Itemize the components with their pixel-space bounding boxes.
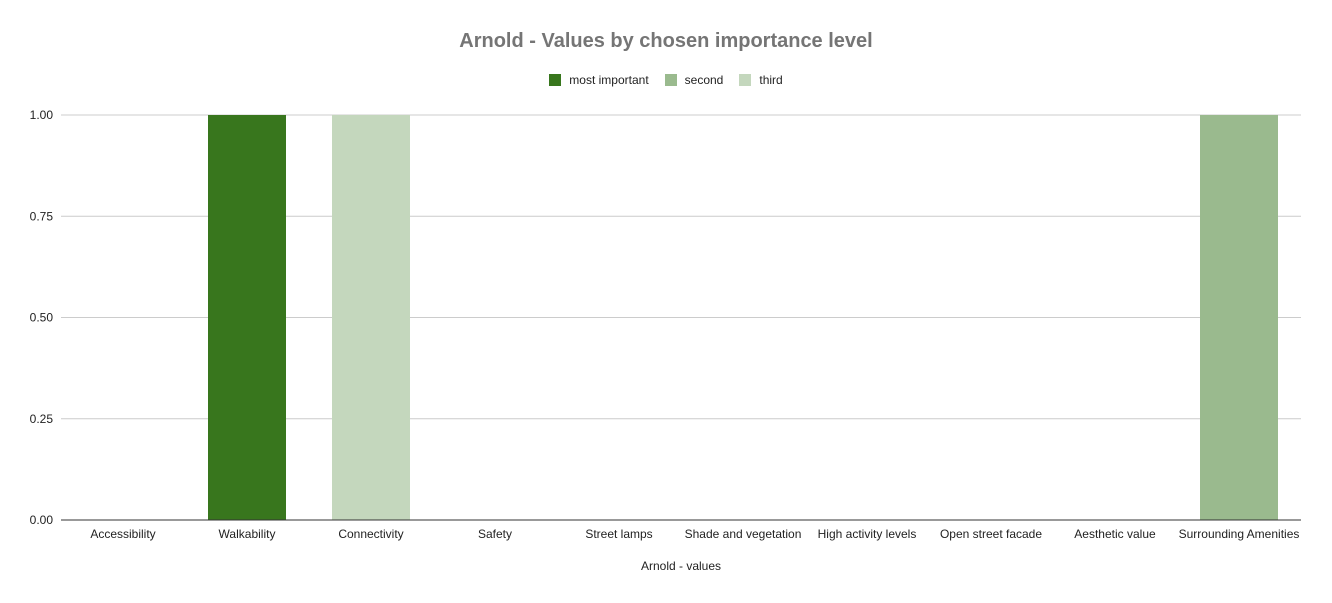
y-tick-label: 0.25 — [30, 412, 54, 426]
bar-second-surrounding-amenities[interactable] — [1200, 115, 1278, 520]
legend-entry-most-important[interactable]: most important — [549, 73, 649, 87]
x-axis-title: Arnold - values — [640, 559, 722, 573]
x-tick-label: Street lamps — [585, 527, 652, 541]
legend-swatch — [664, 74, 677, 86]
bar-most-important-walkability[interactable] — [208, 115, 286, 520]
x-tick-label: Walkability — [219, 527, 276, 541]
bar-third-connectivity[interactable] — [332, 115, 410, 520]
x-tick-label: Safety — [478, 527, 512, 541]
legend-entry-second[interactable]: second — [664, 73, 724, 87]
y-tick-label: 0.50 — [30, 311, 54, 325]
legend-label: third — [759, 73, 783, 87]
x-tick-label: Surrounding Amenities — [1179, 527, 1300, 541]
legend: most important second third — [0, 73, 1332, 87]
x-tick-label: High activity levels — [818, 527, 917, 541]
x-tick-label: Open street facade — [940, 527, 1042, 541]
legend-label: most important — [569, 73, 649, 87]
y-tick-label: 1.00 — [30, 108, 54, 122]
legend-swatch — [549, 74, 562, 86]
x-tick-labels: Accessibility Walkability Connectivity Safe… — [90, 527, 1299, 541]
x-tick-label: Aesthetic value — [1074, 527, 1156, 541]
legend-label: second — [684, 73, 724, 87]
chart-title: Arnold - Values by chosen importance lev… — [459, 30, 873, 52]
x-tick-label: Connectivity — [338, 527, 403, 541]
legend-swatch — [739, 74, 752, 86]
y-tick-label: 0.75 — [30, 209, 54, 223]
y-tick-label: 0.00 — [30, 513, 54, 527]
x-tick-label: Accessibility — [90, 527, 155, 541]
x-tick-label: Shade and vegetation — [685, 527, 802, 541]
legend-entry-third[interactable]: third — [739, 73, 783, 87]
y-tick-labels: 0.00 0.25 0.50 0.75 1.00 — [30, 108, 54, 527]
bars — [208, 115, 1278, 520]
